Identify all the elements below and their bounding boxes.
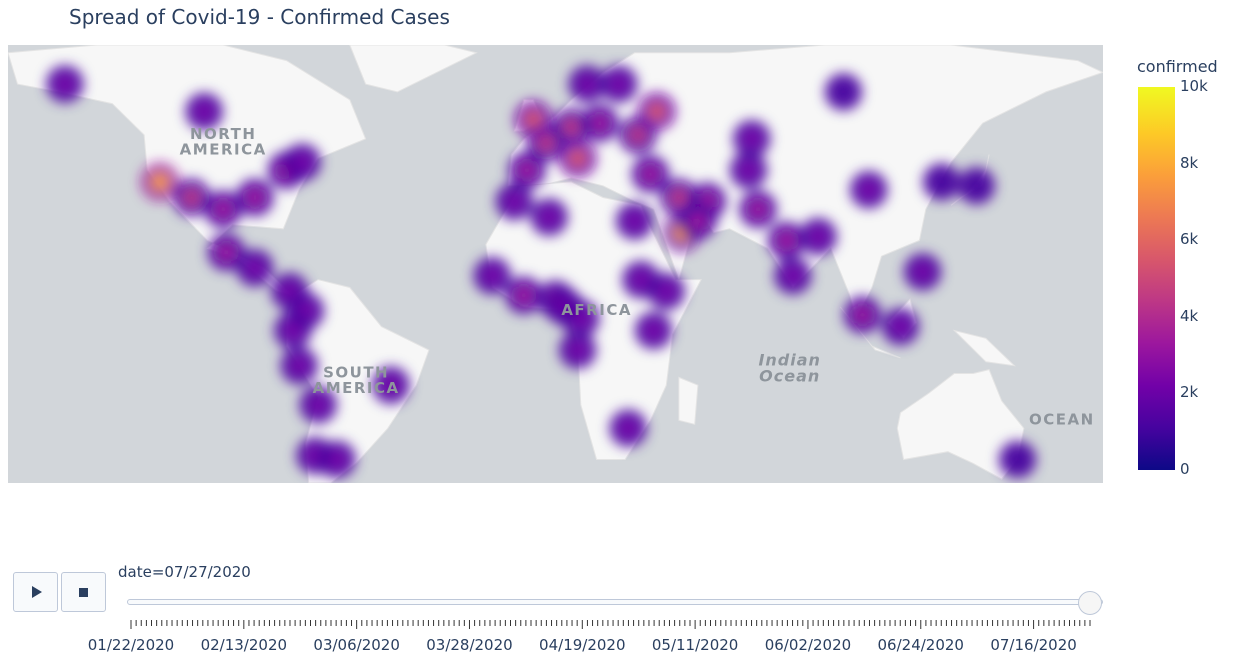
heat-point-core: [571, 309, 590, 328]
heat-point-core: [1008, 450, 1027, 469]
slider-ticks: [130, 620, 1091, 629]
colorbar-tick-label: 10k: [1180, 77, 1208, 95]
heat-point-core: [641, 165, 660, 184]
heat-point-core: [609, 75, 628, 94]
heat-point-core: [590, 114, 609, 133]
slider-tick-label: 04/19/2020: [539, 636, 626, 654]
heat-point-core: [381, 376, 400, 395]
stop-button[interactable]: [61, 572, 106, 612]
heat-point-core: [913, 262, 932, 281]
heat-layer: [45, 65, 1037, 479]
heat-point-core: [967, 176, 986, 195]
colorbar-tick-label: 6k: [1180, 230, 1199, 249]
map-label: OCEAN: [1029, 410, 1095, 428]
heat-point-core: [619, 419, 638, 438]
colorbar: [1138, 87, 1175, 470]
play-button[interactable]: [13, 572, 58, 612]
slider-thumb[interactable]: [1078, 591, 1102, 615]
heat-point-core: [540, 208, 559, 227]
play-icon: [31, 586, 42, 598]
heat-point-core: [657, 282, 676, 301]
map-label: AMERICA: [180, 141, 267, 159]
heat-point-core: [55, 75, 74, 94]
stop-icon: [79, 587, 88, 597]
slider-rail[interactable]: [127, 599, 1103, 605]
map-label: AFRICA: [561, 301, 632, 319]
map-label: AMERICA: [313, 379, 400, 397]
heat-point-core: [518, 161, 537, 180]
heat-point-core: [537, 133, 556, 152]
heat-point-core: [809, 227, 828, 246]
heat-point-core: [628, 125, 647, 144]
heat-point-core: [562, 118, 581, 137]
heat-point-core: [742, 129, 761, 148]
heat-point-core: [309, 395, 328, 414]
map-canvas: NORTHAMERICASOUTHAMERICAAFRICAIndianOcea…: [8, 45, 1103, 483]
heat-point-core: [568, 341, 587, 360]
slider-tick-label: 03/28/2020: [426, 636, 513, 654]
heat-point-core: [568, 149, 587, 168]
heat-point-core: [290, 356, 309, 375]
heat-point-core: [777, 231, 796, 250]
heat-point-core: [195, 102, 214, 121]
heat-point-core: [749, 200, 768, 219]
heat-point-core: [182, 188, 201, 207]
heatmap-map[interactable]: NORTH AMERICA SOUTH AMERICA AFRICA Indian Ocea…: [8, 45, 1103, 483]
heat-point-core: [283, 321, 302, 340]
heat-point-core: [514, 286, 533, 305]
heat-point-core: [647, 102, 666, 121]
map-label: NORTH: [190, 125, 256, 143]
colorbar-tick-label: 2k: [1180, 383, 1199, 402]
heat-point-core: [293, 153, 312, 172]
heat-point-core: [644, 321, 663, 340]
heat-point-core: [631, 270, 650, 289]
heat-point-core: [688, 211, 707, 230]
colorbar-tick-label: 0: [1180, 460, 1190, 478]
heat-point-core: [328, 450, 347, 469]
heat-point-core: [245, 188, 264, 207]
heat-point-core: [739, 161, 758, 180]
colorbar-tick-label: 4k: [1180, 306, 1199, 325]
slider-tick-label: 06/02/2020: [764, 636, 852, 654]
heat-point-core: [853, 305, 872, 324]
heat-point-core: [932, 172, 951, 191]
heat-point-core: [214, 200, 233, 219]
heat-point-core: [524, 110, 543, 129]
chart-title: Spread of Covid-19 - Confirmed Cases: [69, 5, 450, 29]
heat-point-core: [245, 258, 264, 277]
slider-tick-label: 01/22/2020: [87, 636, 175, 654]
heat-point-core: [625, 211, 644, 230]
slider-current-value: date=07/27/2020: [118, 563, 251, 581]
heat-point-core: [891, 317, 910, 336]
map-label: Indian: [758, 351, 820, 370]
heat-point-core: [217, 243, 236, 262]
heat-point-core: [783, 266, 802, 285]
colorbar-tick-label: 8k: [1180, 153, 1199, 172]
heat-point-core: [578, 75, 597, 94]
heat-point-core: [859, 180, 878, 199]
slider-tick-label: 06/24/2020: [877, 636, 964, 654]
heat-point-core: [834, 82, 853, 101]
slider-tick-label: 02/13/2020: [200, 636, 288, 654]
landmass: [952, 329, 1016, 367]
landmass: [678, 376, 699, 425]
map-label: Ocean: [759, 366, 820, 385]
heat-point-core: [483, 266, 502, 285]
colorbar-title: confirmed: [1137, 57, 1218, 76]
slider-tick-label: 03/06/2020: [313, 636, 400, 654]
heat-point-core: [150, 172, 169, 191]
heat-point-core: [669, 188, 688, 207]
map-label: SOUTH: [323, 363, 389, 381]
slider-tick-label: 07/16/2020: [990, 636, 1077, 654]
landmass: [349, 45, 478, 93]
slider-tick-label: 05/11/2020: [651, 636, 739, 654]
heat-point-core: [505, 192, 524, 211]
